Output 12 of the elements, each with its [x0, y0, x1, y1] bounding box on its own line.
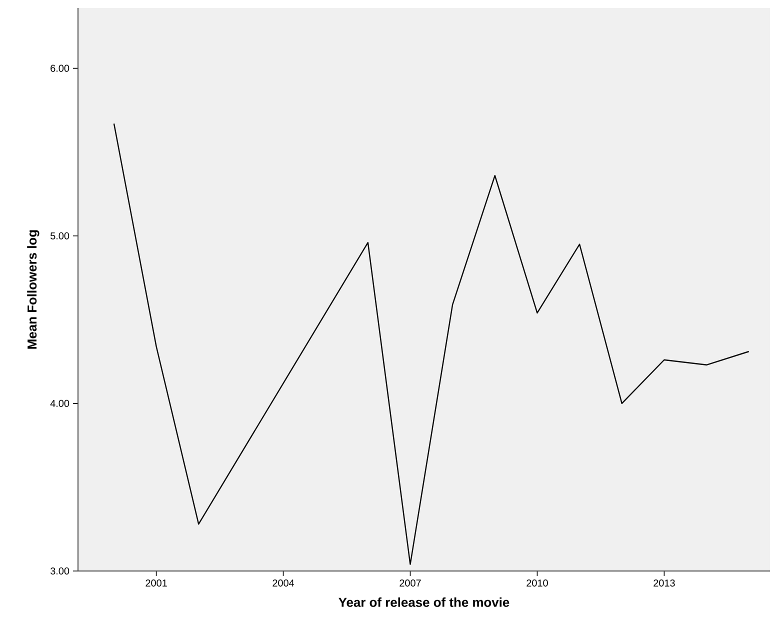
y-tick-label: 3.00: [50, 567, 70, 575]
y-tick-label: 6.00: [50, 64, 70, 72]
line-series: [113, 123, 750, 565]
y-axis-title: Mean Followers log: [27, 230, 40, 349]
x-tick-label: 2004: [272, 580, 294, 587]
y-tick-label: 5.00: [50, 232, 70, 240]
x-tick-label: 2010: [526, 580, 548, 587]
y-tick-label: 4.00: [50, 400, 70, 407]
x-tick-label: 2013: [654, 580, 675, 587]
x-tick-label: 2001: [146, 580, 167, 587]
x-axis-title: Year of release of the movie: [338, 597, 510, 607]
x-tick-label: 2007: [400, 580, 421, 587]
